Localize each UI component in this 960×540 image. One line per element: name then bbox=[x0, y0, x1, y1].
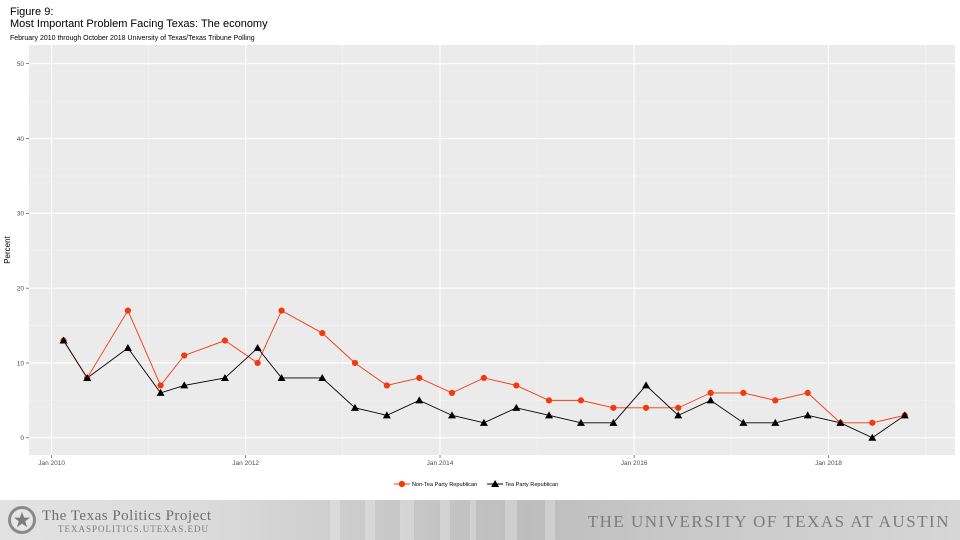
legend-key-marker bbox=[398, 480, 405, 488]
chart-title: Most Important Problem Facing Texas: The… bbox=[10, 18, 268, 30]
x-tick-label: Jan 2010 bbox=[38, 460, 65, 467]
data-point bbox=[221, 337, 229, 344]
y-tick-label: 40 bbox=[17, 136, 25, 143]
data-point bbox=[674, 411, 683, 419]
y-tick-label: 20 bbox=[17, 285, 25, 292]
data-point bbox=[254, 359, 261, 367]
data-point bbox=[609, 418, 618, 426]
data-point bbox=[675, 404, 682, 411]
texas-politics-project-name: The Texas Politics Project bbox=[42, 508, 212, 524]
data-point bbox=[513, 382, 520, 389]
chart-subtitle: February 2010 through October 2018 Unive… bbox=[10, 35, 255, 42]
data-point bbox=[804, 389, 811, 397]
y-tick-label: 30 bbox=[17, 211, 25, 218]
footer-banner: The Texas Politics Project TEXASPOLITICS… bbox=[0, 500, 960, 540]
legend-key-marker bbox=[491, 480, 500, 487]
data-point bbox=[771, 418, 780, 426]
legend-item: Non-Tea Party Republican bbox=[393, 482, 477, 488]
texas-star-logo-icon bbox=[8, 506, 36, 534]
data-point bbox=[180, 381, 189, 389]
data-point bbox=[382, 411, 391, 419]
x-tick-label: Jan 2018 bbox=[815, 460, 842, 467]
data-point bbox=[610, 404, 617, 411]
data-point bbox=[706, 396, 715, 404]
legend: Non-Tea Party Republican Tea Party Republ… bbox=[393, 482, 558, 488]
data-point bbox=[480, 374, 487, 382]
data-point bbox=[351, 359, 359, 367]
data-point bbox=[383, 382, 390, 389]
data-point bbox=[545, 411, 554, 419]
data-point bbox=[350, 403, 359, 411]
x-tick-label: Jan 2014 bbox=[427, 460, 454, 467]
ut-austin-wordmark: THE UNIVERSITY OF TEXAS AT AUSTIN bbox=[587, 512, 950, 531]
legend-label: Non-Tea Party Republican bbox=[412, 482, 477, 488]
data-point bbox=[836, 418, 845, 426]
data-point bbox=[642, 404, 650, 411]
data-point bbox=[479, 418, 488, 426]
data-point bbox=[124, 307, 132, 314]
data-point bbox=[739, 418, 748, 426]
data-point bbox=[416, 374, 423, 382]
data-point bbox=[447, 411, 456, 419]
figure-label: Figure 9: bbox=[10, 6, 54, 18]
y-tick-label: 50 bbox=[17, 61, 25, 68]
line-chart: 0 10 20 30 40 50 Jan 2010 Jan 2012 Jan 2014 Jan 2… bbox=[3, 45, 955, 488]
data-point bbox=[545, 397, 553, 404]
data-point bbox=[278, 307, 285, 314]
data-point bbox=[220, 373, 229, 381]
data-point bbox=[803, 411, 812, 419]
y-tick-label: 10 bbox=[17, 360, 25, 367]
texas-politics-project-url: TEXASPOLITICS.UTEXAS.EDU bbox=[58, 524, 209, 534]
data-point bbox=[900, 411, 909, 419]
plot-panel bbox=[29, 45, 955, 455]
data-point bbox=[772, 397, 779, 404]
data-point bbox=[512, 403, 521, 411]
data-point bbox=[277, 373, 286, 381]
y-tick-label: 0 bbox=[20, 435, 24, 442]
data-point bbox=[181, 352, 188, 359]
data-point bbox=[319, 329, 326, 337]
data-point bbox=[740, 389, 747, 397]
data-point bbox=[318, 373, 327, 381]
data-point bbox=[707, 389, 714, 397]
y-axis-label: Percent bbox=[3, 235, 12, 263]
data-point bbox=[868, 433, 877, 441]
legend-label: Tea Party Republican bbox=[505, 482, 558, 488]
data-point bbox=[415, 396, 424, 404]
x-tick-label: Jan 2016 bbox=[621, 460, 648, 467]
data-point bbox=[576, 418, 585, 426]
data-point bbox=[253, 344, 262, 352]
chart-titles: Figure 9: Most Important Problem Facing … bbox=[10, 6, 268, 44]
data-point bbox=[123, 344, 132, 352]
data-point bbox=[577, 397, 585, 404]
data-point bbox=[448, 389, 456, 397]
data-point bbox=[157, 382, 164, 389]
x-tick-label: Jan 2012 bbox=[232, 460, 259, 467]
data-point bbox=[156, 388, 165, 396]
data-point bbox=[642, 381, 651, 389]
data-point bbox=[59, 336, 68, 344]
data-point bbox=[83, 373, 92, 381]
data-point bbox=[869, 419, 876, 426]
